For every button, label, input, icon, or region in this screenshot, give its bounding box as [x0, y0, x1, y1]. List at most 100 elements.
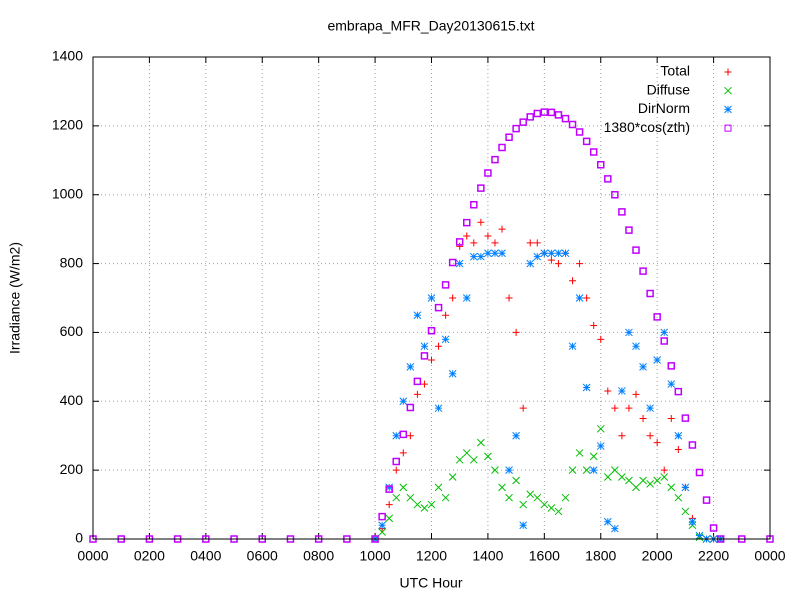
x-tick-label: 0200 — [134, 548, 165, 564]
point — [286, 535, 295, 543]
point — [611, 190, 619, 199]
x-tick-label: 1600 — [529, 548, 560, 564]
point — [674, 431, 683, 440]
point — [385, 485, 393, 493]
point — [470, 239, 478, 247]
point — [477, 252, 485, 261]
point — [582, 383, 591, 392]
legend-label: Total — [660, 63, 690, 79]
point — [569, 277, 577, 285]
point — [385, 483, 394, 492]
y-tick-label: 1400 — [52, 48, 83, 64]
point — [646, 432, 654, 440]
point — [202, 535, 210, 543]
point — [448, 473, 457, 481]
point — [618, 387, 626, 395]
point — [484, 452, 492, 461]
point — [448, 369, 457, 378]
point — [625, 476, 633, 485]
legend-symbol — [724, 68, 732, 76]
point — [695, 468, 704, 477]
point — [568, 120, 577, 129]
point — [484, 232, 492, 240]
chart-title: embrapa_MFR_Day20130615.txt — [327, 18, 534, 34]
point — [589, 466, 598, 474]
point — [589, 452, 598, 461]
legend: Total Diffuse DirNorm 1380*cos(zth) — [604, 63, 732, 135]
point — [632, 483, 640, 492]
point — [582, 137, 591, 146]
point — [667, 483, 676, 492]
point — [618, 208, 626, 216]
point — [583, 294, 591, 302]
point — [618, 432, 626, 440]
point — [463, 218, 471, 227]
point — [590, 322, 598, 330]
point — [526, 259, 535, 268]
y-tick-label: 200 — [60, 461, 84, 477]
point — [399, 449, 407, 457]
point — [434, 303, 443, 312]
point — [667, 362, 676, 370]
point — [399, 483, 408, 492]
point — [477, 184, 485, 192]
legend-symbol — [724, 124, 732, 132]
point — [681, 414, 690, 422]
point — [526, 239, 534, 247]
point — [709, 524, 718, 532]
point — [392, 493, 401, 502]
point — [491, 155, 499, 164]
point — [413, 390, 421, 398]
point — [646, 289, 654, 298]
point — [512, 476, 520, 485]
plot-frame — [92, 56, 771, 540]
point — [526, 490, 535, 499]
point — [392, 457, 400, 466]
point — [554, 111, 563, 119]
point — [625, 226, 633, 234]
point — [604, 175, 612, 183]
plot-marks — [89, 108, 774, 543]
legend-symbol — [724, 86, 732, 95]
x-tick-label: 0000 — [77, 548, 108, 564]
point — [456, 242, 464, 250]
point — [498, 143, 506, 152]
point — [378, 512, 386, 521]
point — [455, 259, 464, 268]
point — [639, 476, 647, 485]
point — [674, 387, 683, 396]
point — [469, 455, 478, 464]
point — [639, 363, 647, 371]
point — [491, 466, 499, 474]
point — [462, 449, 471, 457]
point — [561, 249, 570, 258]
point — [448, 258, 457, 267]
point — [477, 218, 485, 226]
point — [667, 415, 675, 422]
point — [258, 535, 266, 543]
point — [611, 404, 619, 412]
point — [568, 466, 577, 474]
y-tick-label: 1000 — [52, 185, 83, 201]
point — [491, 249, 499, 258]
point — [716, 535, 725, 543]
point — [435, 342, 443, 350]
x-tick-label: 0800 — [303, 548, 334, 564]
point — [117, 535, 125, 543]
y-tick-label: 800 — [60, 254, 84, 270]
y-tick-label: 400 — [60, 392, 84, 408]
point — [378, 528, 386, 536]
point — [498, 225, 506, 233]
point — [681, 483, 690, 492]
point — [505, 294, 513, 302]
point — [343, 535, 351, 543]
point — [519, 500, 528, 509]
point — [533, 109, 542, 118]
x-tick-label: 0600 — [247, 548, 278, 564]
point — [681, 507, 690, 516]
point — [554, 507, 563, 516]
point — [653, 356, 662, 364]
point — [434, 483, 443, 492]
point — [484, 169, 492, 177]
